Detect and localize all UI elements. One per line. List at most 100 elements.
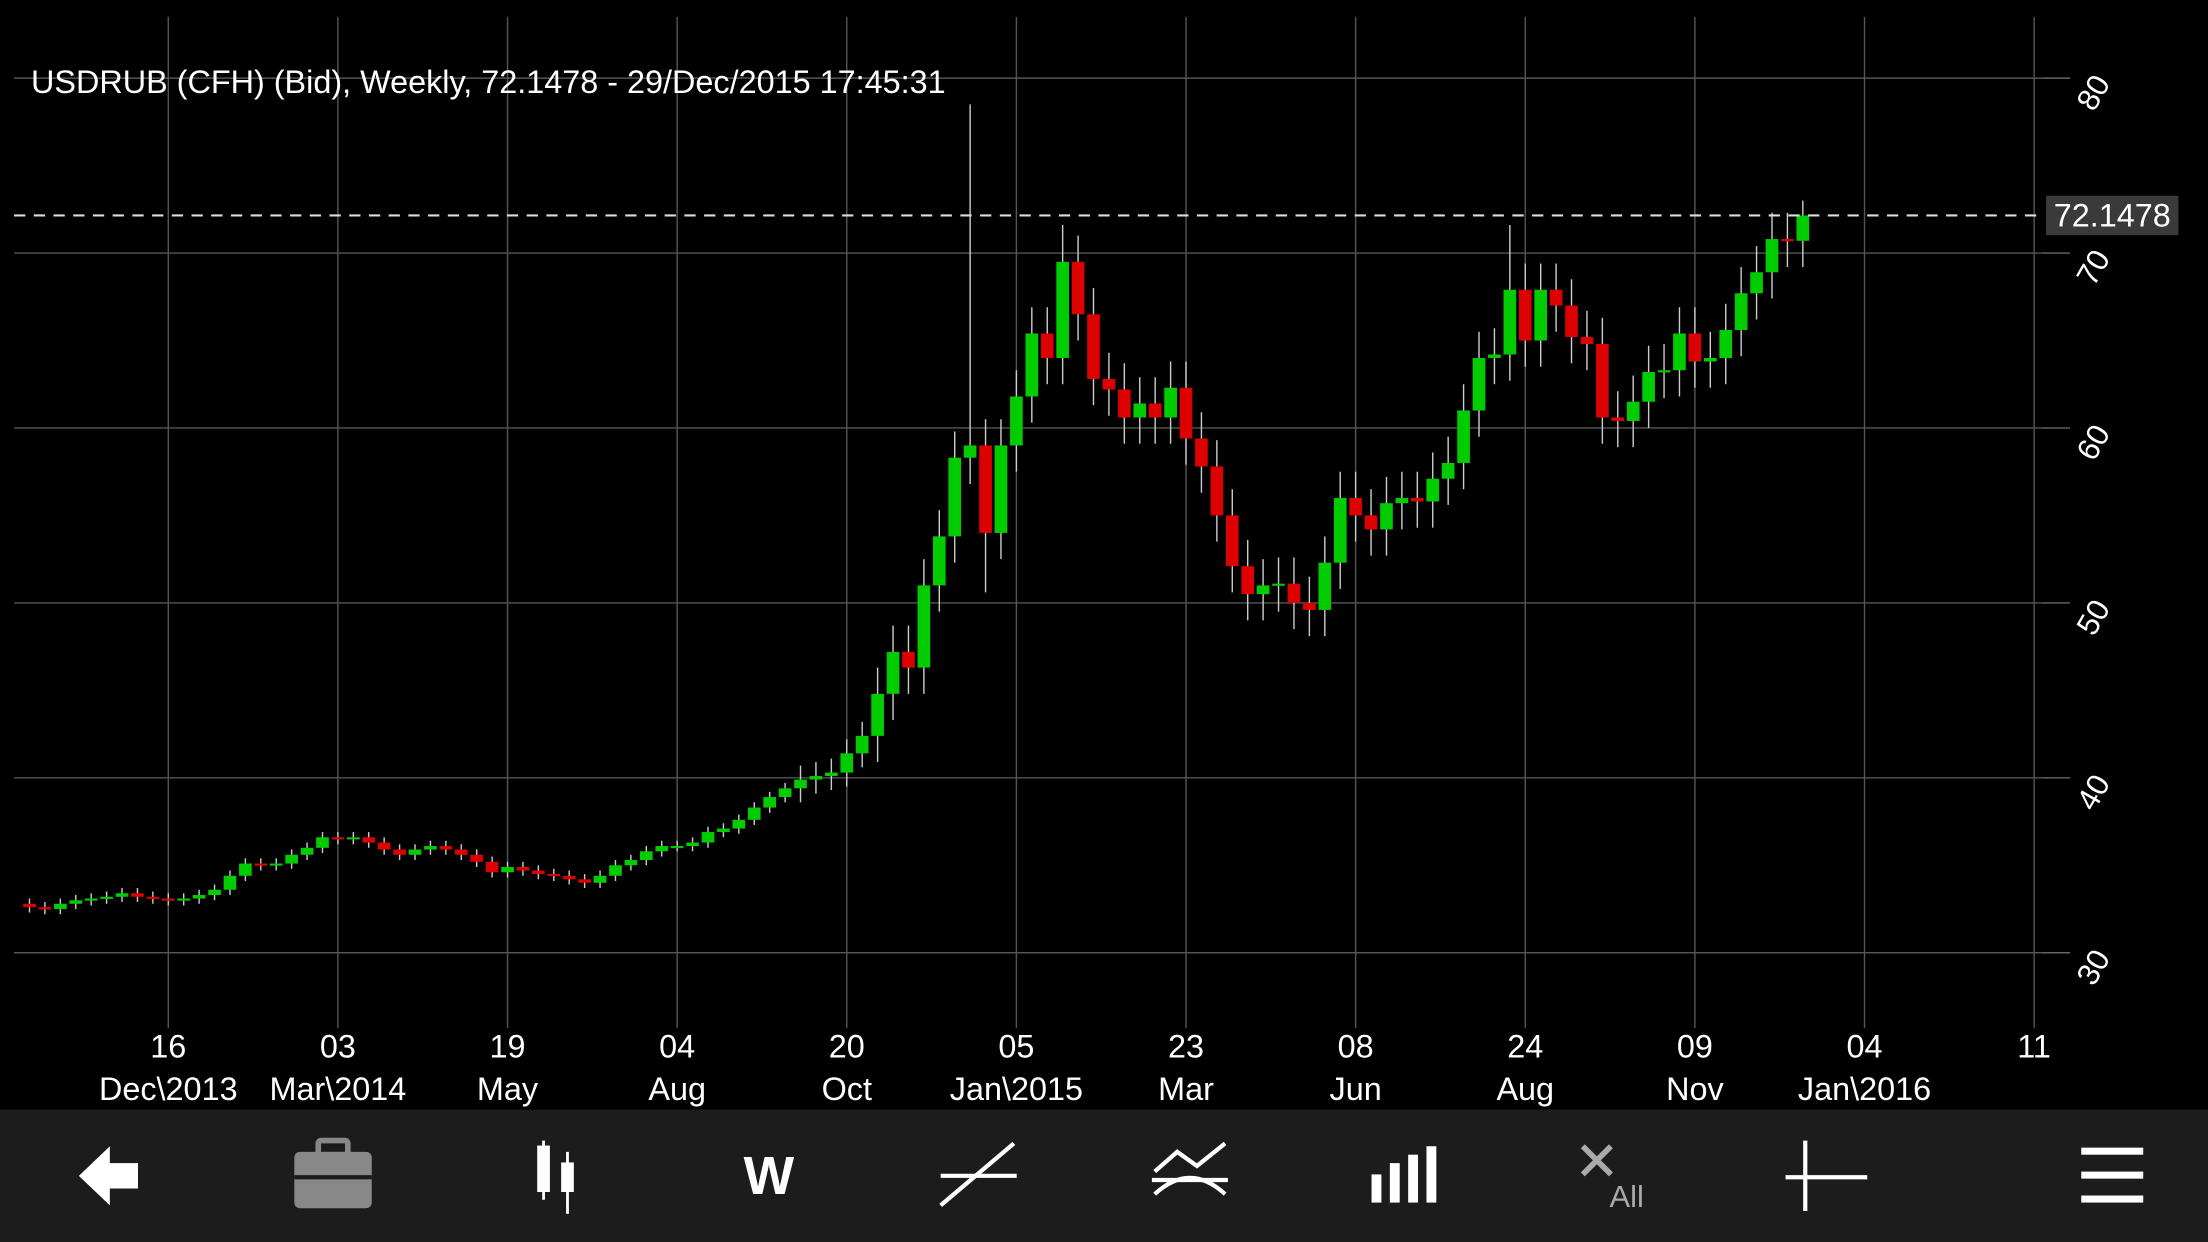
candle-body xyxy=(1796,215,1810,241)
x-tick-label: 04 xyxy=(659,1029,695,1065)
candle-body xyxy=(562,875,576,880)
indicator-button[interactable] xyxy=(1151,1141,1228,1196)
x-tick-label: 05 xyxy=(998,1029,1034,1065)
x-tick-sublabel: Aug xyxy=(648,1071,706,1107)
candle-body xyxy=(1596,344,1609,418)
candle-body xyxy=(362,837,376,843)
candle-body xyxy=(1765,239,1779,273)
volume-button[interactable] xyxy=(1371,1146,1437,1203)
candle-body xyxy=(717,828,730,833)
candle-body xyxy=(346,837,360,840)
candle-body xyxy=(223,875,237,890)
x-tick-sublabel: Aug xyxy=(1496,1071,1554,1107)
candle-body xyxy=(1626,401,1640,421)
candle-body xyxy=(1225,515,1239,567)
candle-body xyxy=(516,867,530,871)
candle-body xyxy=(1395,497,1409,504)
candle-body xyxy=(1580,337,1594,345)
x-tick-label: 09 xyxy=(1677,1029,1713,1065)
candle-body xyxy=(994,445,1008,533)
candle-body xyxy=(1102,378,1116,390)
candle-body xyxy=(1472,357,1486,411)
menu-button[interactable] xyxy=(2081,1147,2144,1203)
x-tick-sublabel: Mar\2014 xyxy=(270,1071,407,1107)
candle-body xyxy=(932,536,946,586)
candle-body xyxy=(1380,503,1393,530)
candle-body xyxy=(701,832,715,843)
candle-body xyxy=(1010,396,1023,446)
candle-body xyxy=(239,863,252,876)
candle-body xyxy=(115,893,129,897)
candle-body xyxy=(1241,566,1255,595)
candle-body xyxy=(192,895,206,899)
candle-body xyxy=(963,445,977,458)
x-tick-label: 11 xyxy=(2017,1029,2051,1065)
candle-body xyxy=(732,819,746,829)
chart-type-button[interactable] xyxy=(537,1140,574,1214)
candle-body xyxy=(1703,357,1717,362)
candle-body xyxy=(593,875,607,883)
x-tick-sublabel: Jun xyxy=(1330,1071,1382,1107)
candle-body xyxy=(1040,333,1054,358)
x-tick-label: 20 xyxy=(829,1029,865,1065)
draw-line-button[interactable] xyxy=(939,1141,1017,1208)
last-price-label: 72.1478 xyxy=(2054,198,2171,234)
x-tick-label: 19 xyxy=(490,1029,526,1065)
candle-body xyxy=(377,842,391,850)
candle-body xyxy=(269,863,283,866)
candle-body xyxy=(1750,272,1763,294)
candle-body xyxy=(1164,387,1177,418)
candle-body xyxy=(1056,261,1069,358)
candle-body xyxy=(1657,370,1671,373)
candle-body xyxy=(69,900,83,904)
candle-body xyxy=(1333,497,1347,563)
candle-body xyxy=(809,776,823,780)
candle-body xyxy=(1087,314,1100,379)
candle-body xyxy=(439,846,453,850)
candle-body xyxy=(54,903,67,910)
candle-body xyxy=(886,651,900,694)
portfolio-button[interactable] xyxy=(294,1137,372,1209)
candle-body xyxy=(300,847,314,855)
candle-body xyxy=(1210,466,1224,516)
candle-body xyxy=(331,837,345,840)
x-tick-sublabel: Jan\2016 xyxy=(1798,1071,1931,1107)
candle-body xyxy=(1611,417,1625,421)
candle-body xyxy=(424,846,437,850)
candle-body xyxy=(1303,602,1316,610)
candle-body xyxy=(1364,515,1378,530)
candle-body xyxy=(131,893,144,897)
candle-body xyxy=(825,772,838,777)
candle-body xyxy=(1719,330,1733,358)
back-button[interactable] xyxy=(78,1146,138,1206)
candle-body xyxy=(1195,438,1208,467)
candle-body xyxy=(1781,239,1794,242)
candle-body xyxy=(23,903,36,908)
candle-body xyxy=(1133,403,1147,418)
candle-body xyxy=(1071,261,1085,315)
x-tick-sublabel: Oct xyxy=(822,1071,872,1107)
remove-all-button[interactable]: All xyxy=(1580,1144,1644,1214)
candle-body xyxy=(763,797,777,808)
chart-title: USDRUB (CFH) (Bid), Weekly, 72.1478 - 29… xyxy=(31,64,946,100)
x-tick-sublabel: Mar xyxy=(1158,1071,1214,1107)
candle-body xyxy=(1179,387,1193,439)
x-tick-sublabel: May xyxy=(477,1071,539,1107)
candle-body xyxy=(624,860,638,866)
candle-body xyxy=(1734,293,1748,331)
candle-body xyxy=(454,849,468,855)
candle-body xyxy=(1148,403,1162,418)
candle-body xyxy=(38,907,52,910)
candle-body xyxy=(794,779,807,789)
candle-body xyxy=(316,837,329,848)
remove-all-label: All xyxy=(1610,1179,1644,1214)
candle-body xyxy=(1488,354,1501,358)
candle-body xyxy=(670,846,684,849)
candle-body xyxy=(917,585,931,668)
candle-body xyxy=(1549,289,1563,306)
period-button[interactable]: W xyxy=(744,1147,795,1206)
crosshair-button[interactable] xyxy=(1785,1140,1868,1212)
